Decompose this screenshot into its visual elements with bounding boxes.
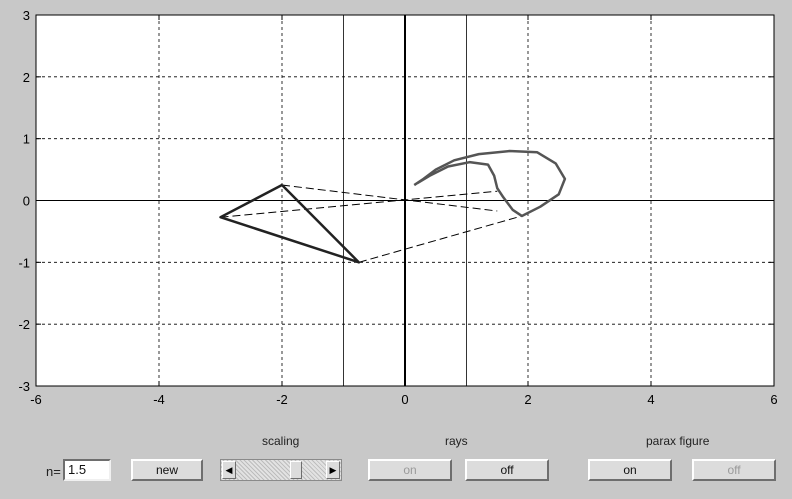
n-input[interactable]: 1.5 <box>63 459 111 481</box>
y-tick-label: -1 <box>18 255 30 270</box>
x-tick-label: 4 <box>647 392 654 407</box>
x-tick-label: 2 <box>524 392 531 407</box>
y-tick-label: 2 <box>23 70 30 85</box>
y-tick-label: 1 <box>23 132 30 147</box>
object-figure <box>219 183 361 264</box>
slider-left-arrow-icon[interactable]: ◀ <box>222 461 236 479</box>
scaling-slider[interactable]: ◀ ▶ <box>220 459 342 481</box>
new-button[interactable]: new <box>131 459 203 481</box>
x-tick-label: 6 <box>770 392 777 407</box>
x-tick-label: -2 <box>276 392 288 407</box>
ray-lines <box>220 184 522 263</box>
slider-right-arrow-icon[interactable]: ▶ <box>326 461 340 479</box>
tick-marks <box>35 14 775 387</box>
y-tick-label: 3 <box>23 8 30 23</box>
n-label: n= <box>46 464 61 479</box>
scaling-label: scaling <box>262 434 300 448</box>
ray-line <box>358 215 522 263</box>
y-tick-labels: -3 -2 -1 0 1 2 3 <box>18 8 30 394</box>
parax-figure-label: parax figure <box>646 434 710 448</box>
rays-label: rays <box>445 434 468 448</box>
x-tick-label: -6 <box>30 392 42 407</box>
y-tick-label: -2 <box>18 317 30 332</box>
x-tick-label: -4 <box>153 392 165 407</box>
y-tick-label: 0 <box>23 194 30 209</box>
slider-thumb[interactable] <box>290 461 303 479</box>
parax-off-button[interactable]: off <box>692 459 776 481</box>
rays-on-button[interactable]: on <box>368 459 452 481</box>
rays-off-button[interactable]: off <box>465 459 549 481</box>
ray-line <box>220 190 498 218</box>
axes-lines <box>36 15 774 386</box>
image-figure <box>413 149 567 218</box>
x-tick-label: 0 <box>401 392 408 407</box>
y-tick-label: -3 <box>18 379 30 394</box>
object-triangle <box>219 183 361 264</box>
parax-on-button[interactable]: on <box>588 459 672 481</box>
x-tick-labels: -6 -4 -2 0 2 4 6 <box>30 392 777 407</box>
image-curve <box>413 149 567 218</box>
plot-canvas: -6 -4 -2 0 2 4 6 -3 -2 -1 0 1 2 3 <box>18 8 777 407</box>
ray-line <box>281 184 498 212</box>
